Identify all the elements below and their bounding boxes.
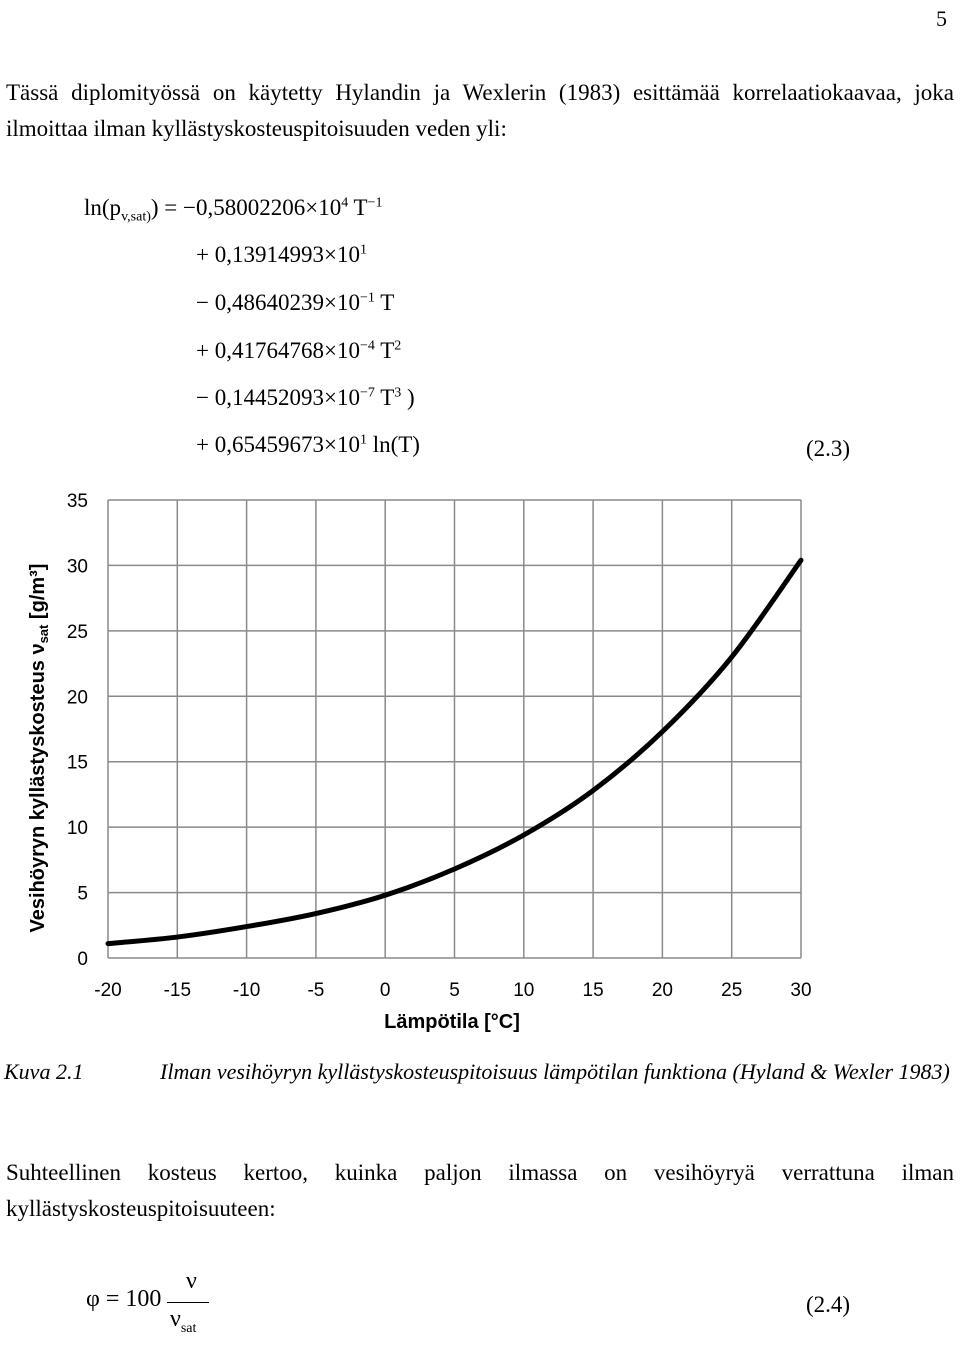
y-tick-label: 20 bbox=[67, 687, 88, 708]
equation-line-6: + 0,65459673×101 ln(T) bbox=[196, 432, 420, 458]
page-number: 5 bbox=[936, 6, 947, 31]
eq24-fraction-bar bbox=[167, 1302, 209, 1303]
x-tick-label: 5 bbox=[449, 980, 460, 1001]
eq24-denominator-nu: ν bbox=[170, 1306, 181, 1332]
eq24-denominator-sub: sat bbox=[180, 1320, 197, 1336]
equation-number-2-3: (2.3) bbox=[806, 436, 851, 461]
x-axis-title: Lämpötila [°C] bbox=[384, 1011, 520, 1033]
chart-grid bbox=[107, 499, 802, 959]
eq-lhs-prefix: ln(p bbox=[84, 195, 122, 220]
y-tick-label: 10 bbox=[67, 818, 88, 839]
y-tick-label: 15 bbox=[67, 753, 88, 774]
equation-line-1: ln(pv,sat)) = −0,58002206×104 T−1 bbox=[84, 195, 383, 226]
eq-exp: −7 bbox=[359, 385, 375, 401]
eq-term: + 0,41764768×10 bbox=[196, 338, 360, 363]
paragraph-relative-humidity: Suhteellinen kosteus kertoo, kuinka palj… bbox=[6, 1160, 954, 1221]
equation-line-4: + 0,41764768×10−4 T2 bbox=[196, 338, 401, 364]
eq24-numerator: ν bbox=[186, 1268, 197, 1294]
eq-exp: 1 bbox=[359, 432, 367, 448]
y-tick-label: 5 bbox=[77, 884, 88, 905]
eq24-denominator: νsat bbox=[170, 1306, 196, 1337]
x-tick-labels: -20 -15 -10 -5 0 5 10 15 20 25 30 bbox=[94, 980, 811, 1001]
eq-t-exp: 3 bbox=[394, 385, 402, 401]
eq-t: T bbox=[374, 338, 395, 363]
x-tick-label: 25 bbox=[721, 980, 742, 1001]
y-tick-label: 25 bbox=[67, 622, 88, 643]
saturation-curve bbox=[105, 557, 804, 947]
eq-term: − 0,48640239×10 bbox=[196, 290, 360, 315]
eq-t: T bbox=[374, 385, 395, 410]
equation-line-3: − 0,48640239×10−1 T bbox=[196, 290, 394, 316]
y-tick-label: 0 bbox=[77, 949, 88, 970]
eq-exp: 4 bbox=[341, 195, 349, 211]
x-tick-label: 30 bbox=[790, 980, 811, 1001]
y-tick-label: 30 bbox=[67, 556, 88, 577]
eq-lhs-suffix: ) = −0,58002206×10 bbox=[150, 195, 342, 220]
x-tick-label: 20 bbox=[652, 980, 673, 1001]
x-tick-label: -10 bbox=[233, 980, 260, 1001]
equation-line-5: − 0,14452093×10−7 T3 ) bbox=[196, 385, 415, 411]
y-tick-label: 35 bbox=[67, 491, 88, 512]
equation-number-2-4: (2.4) bbox=[806, 1292, 851, 1317]
eq-t-exp: 2 bbox=[394, 338, 402, 354]
eq-term: + 0,13914993×10 bbox=[196, 242, 360, 267]
x-tick-label: -15 bbox=[164, 980, 191, 1001]
eq-exp: −4 bbox=[359, 338, 375, 354]
eq-lhs-sub: v,sat) bbox=[121, 209, 151, 225]
x-tick-label: -20 bbox=[94, 980, 121, 1001]
eq-close: ) bbox=[401, 385, 415, 410]
eq-t: T bbox=[374, 290, 395, 315]
eq-exp: 1 bbox=[359, 242, 367, 258]
eq-t: T bbox=[348, 195, 368, 220]
y-axis-title: Vesihöyryn kyllästyskosteus νsat [g/m³] bbox=[27, 564, 51, 933]
x-tick-label: -5 bbox=[307, 980, 324, 1001]
x-tick-label: 10 bbox=[513, 980, 534, 1001]
figure-caption-text: Ilman vesihöyryn kyllästyskosteuspitoisu… bbox=[160, 1059, 950, 1084]
y-axis-title-unit: [g/m³] bbox=[27, 564, 49, 625]
y-axis-title-main: Vesihöyryn kyllästyskosteus ν bbox=[27, 643, 49, 932]
paragraph-intro: Tässä diplomityössä on käytetty Hylandin… bbox=[6, 80, 954, 141]
eq-ln: ln(T) bbox=[366, 432, 420, 457]
eq24-lhs: φ = 100 bbox=[86, 1286, 162, 1312]
eq-term: − 0,14452093×10 bbox=[196, 385, 360, 410]
eq-t-exp: −1 bbox=[367, 195, 383, 211]
x-tick-label: 0 bbox=[380, 980, 391, 1001]
eq-term: + 0,65459673×10 bbox=[196, 432, 360, 457]
y-axis-title-sub: sat bbox=[36, 624, 51, 643]
saturation-humidity-chart: 0 5 10 15 20 25 30 35 -20 -15 -10 -5 0 5 10 15 20 25 30 L… bbox=[27, 491, 812, 1033]
figure-caption-label: Kuva 2.1 bbox=[4, 1059, 84, 1084]
y-tick-labels: 0 5 10 15 20 25 30 35 bbox=[67, 491, 88, 970]
eq-exp: −1 bbox=[359, 290, 375, 306]
x-tick-label: 15 bbox=[583, 980, 604, 1001]
equation-line-2: + 0,13914993×101 bbox=[196, 242, 367, 268]
